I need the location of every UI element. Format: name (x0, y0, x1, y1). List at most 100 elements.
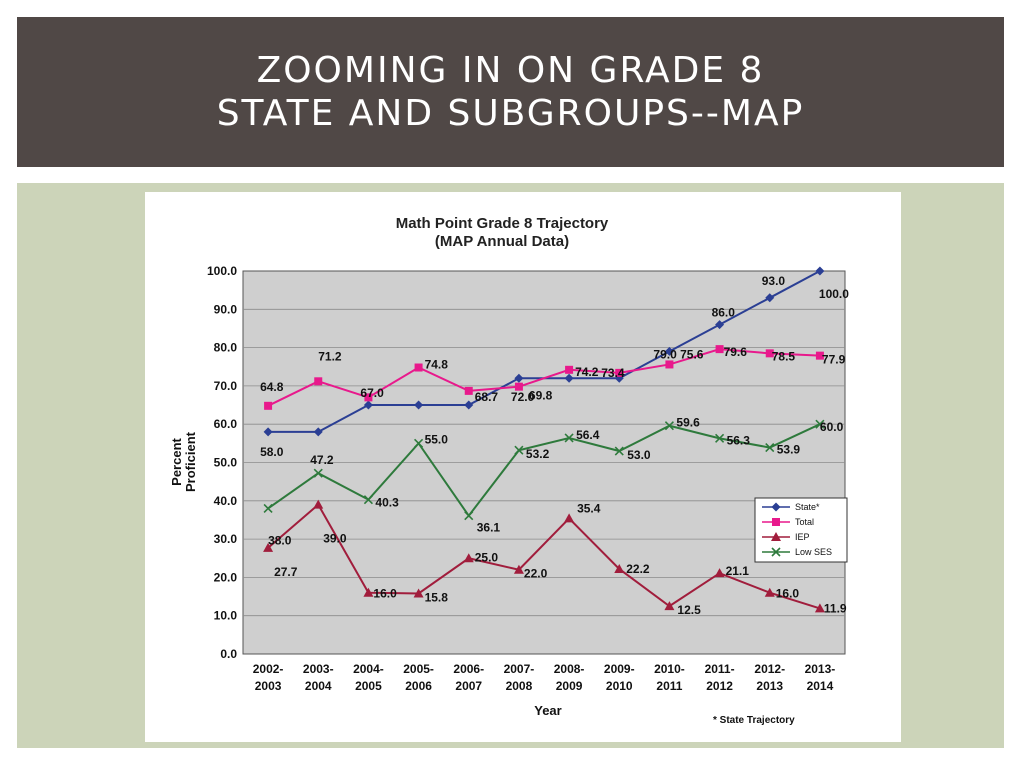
point-total (815, 351, 824, 360)
data-label: 53.2 (526, 447, 550, 461)
y-tick-label: 50.0 (214, 456, 238, 470)
point-iep (814, 603, 825, 613)
legend-marker-iep (771, 532, 781, 541)
point-total (364, 393, 373, 402)
data-label: 58.0 (260, 445, 284, 459)
legend-label-state: State* (795, 502, 820, 512)
y-tick-label: 70.0 (214, 379, 238, 393)
data-label: 16.0 (776, 587, 800, 601)
data-label: 68.7 (475, 390, 499, 404)
slide-title-line2: State and Subgroups--MAP (216, 93, 805, 134)
chart-image: Math Point Grade 8 Trajectory (MAP Annua… (145, 192, 901, 742)
series-line-low-ses (267, 423, 821, 518)
x-tick-label: 2004-2005 (353, 662, 384, 693)
point-state (514, 373, 524, 383)
point-state (464, 400, 474, 410)
point-low-ses (414, 438, 424, 448)
data-label: 12.5 (677, 603, 701, 617)
point-iep (463, 553, 474, 563)
x-tick-label: 2003-2004 (303, 662, 334, 693)
chart-title: Math Point Grade 8 Trajectory (396, 215, 609, 232)
point-state (414, 400, 424, 410)
point-state (363, 400, 373, 410)
legend-marker-total (772, 518, 780, 526)
point-total (565, 365, 574, 374)
series-line-total (267, 348, 820, 407)
data-label: 67.0 (360, 386, 384, 400)
point-low-ses (263, 503, 273, 514)
point-low-ses (464, 511, 474, 521)
y-tick-label: 60.0 (214, 417, 238, 431)
legend-label-iep: IEP (795, 532, 810, 542)
point-state (614, 373, 624, 383)
chart-subtitle: (MAP Annual Data) (435, 233, 569, 250)
y-tick-label: 10.0 (214, 609, 238, 623)
x-axis-title: Year (534, 703, 561, 718)
point-iep (614, 563, 625, 573)
x-tick-label: 2008-2009 (554, 662, 585, 693)
point-total (765, 349, 774, 358)
series-line-iep (267, 503, 821, 610)
y-tick-label: 100.0 (207, 264, 237, 278)
data-label: 73.4 (601, 366, 625, 380)
series-iep (263, 499, 825, 613)
data-label: 47.2 (310, 453, 334, 467)
slide-title-line1: Zooming in on Grade 8 (256, 50, 765, 91)
data-label: 69.8 (529, 389, 553, 403)
data-label: 64.8 (260, 380, 284, 394)
x-axis-ticks: 2002-2003 2003-2004 2004-2005 2005-2006 2006… (253, 662, 836, 693)
point-state (263, 427, 273, 437)
point-low-ses (614, 446, 624, 456)
point-total (314, 377, 323, 386)
data-label: 11.9 (824, 601, 847, 615)
series-total (264, 345, 824, 410)
data-label: 60.0 (820, 420, 844, 434)
point-low-ses (765, 442, 775, 453)
legend-marker-state (771, 502, 781, 512)
data-label: 59.6 (676, 416, 700, 430)
point-low-ses (363, 495, 373, 505)
data-label: 36.1 (477, 521, 501, 535)
data-label: 74.2 (575, 365, 599, 379)
data-label: 79.6 (724, 345, 748, 359)
y-axis-title-line2: Proficient (183, 431, 198, 492)
x-tick-label: 2002-2003 (253, 662, 284, 693)
point-iep (764, 587, 775, 597)
point-state (313, 427, 323, 437)
point-iep (413, 588, 424, 598)
data-label: 53.0 (627, 448, 651, 462)
point-low-ses (313, 468, 323, 478)
data-label: 86.0 (712, 306, 736, 320)
data-label: 72.0 (511, 390, 535, 404)
data-label: 39.0 (323, 532, 347, 546)
gridlines (243, 308, 845, 617)
data-label: 22.2 (626, 562, 650, 576)
point-state (715, 320, 725, 330)
y-tick-label: 40.0 (214, 494, 238, 508)
point-iep (714, 568, 725, 578)
data-label: 78.5 (772, 349, 796, 363)
x-tick-label: 2007-2008 (504, 662, 535, 693)
point-low-ses (514, 445, 524, 455)
data-label: 21.1 (726, 564, 750, 578)
x-tick-label: 2005-2006 (403, 662, 434, 693)
data-label: 74.8 (425, 358, 449, 372)
line-chart: Math Point Grade 8 Trajectory (MAP Annua… (169, 215, 849, 726)
point-total (615, 368, 624, 377)
data-label: 27.7 (274, 565, 298, 579)
legend-label-low-ses: Low SES (795, 547, 832, 557)
legend: State* Total IEP Low SES (754, 497, 848, 563)
point-total (715, 345, 724, 354)
point-total (514, 382, 523, 391)
point-iep (313, 499, 324, 509)
data-label: 15.8 (425, 590, 449, 604)
point-iep (513, 564, 524, 574)
data-label: 40.3 (375, 496, 399, 510)
data-label: 16.0 (373, 587, 397, 601)
data-label: 77.9 (822, 353, 846, 367)
x-tick-label: 2006-2007 (453, 662, 484, 693)
point-state (815, 266, 825, 276)
x-tick-label: 2013-2014 (805, 662, 836, 693)
point-iep (664, 601, 675, 611)
data-label: 71.2 (318, 349, 342, 363)
